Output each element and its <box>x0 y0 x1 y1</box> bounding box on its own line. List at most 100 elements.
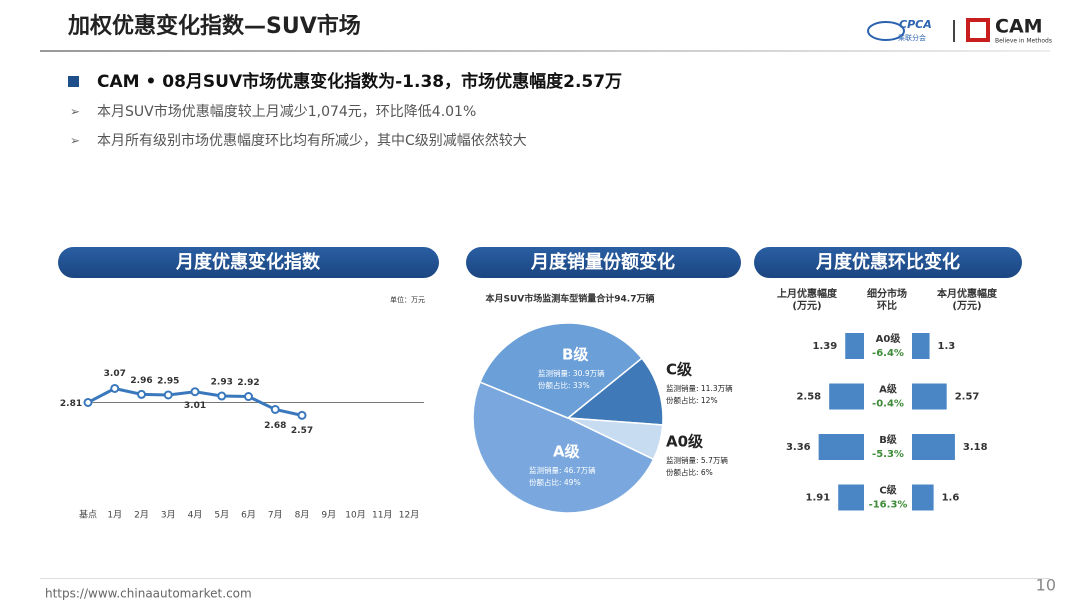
x-tick-label: 6月 <box>241 510 256 521</box>
footer-rule <box>40 578 1050 579</box>
bar <box>912 484 934 511</box>
bullet: 本月所有级别市场优惠幅度环比均有所减少，其中C级别减幅依然较大 <box>97 132 527 149</box>
bullet-arrow: ➢ <box>70 134 80 148</box>
headline-bullet <box>68 76 79 87</box>
data-label: 3.18 <box>963 442 988 453</box>
pie-slice <box>472 381 655 514</box>
slice-sales: 监测销量: 30.9万辆 <box>538 368 605 378</box>
bar <box>838 484 864 511</box>
point <box>163 390 173 400</box>
segment-name: A级 <box>879 383 898 396</box>
slice-share: 份额占比: 6% <box>666 467 713 477</box>
point <box>110 383 120 393</box>
panel-title: 月度销量份额变化 <box>530 251 675 273</box>
data-label: 2.58 <box>796 392 821 403</box>
point <box>83 397 93 407</box>
panel-header <box>754 247 1022 278</box>
x-tick-label: 10月 <box>345 510 365 521</box>
bar <box>818 434 864 460</box>
panel-title: 月度优惠环比变化 <box>815 251 960 273</box>
segment-name: A0级 <box>876 332 902 345</box>
unit-label: 单位：万元 <box>390 295 425 304</box>
title-rule <box>40 50 1050 52</box>
data-label: 2.57 <box>291 426 313 436</box>
change-label: -0.4% <box>872 399 904 410</box>
point <box>244 392 253 402</box>
bar <box>829 383 864 410</box>
column-header: 本月优惠幅度 (万元) <box>937 289 997 312</box>
slice-sales: 监测销量: 11.3万辆 <box>666 383 733 393</box>
pie-slice <box>566 357 664 426</box>
footer-url: https://www.chinaautomarket.com <box>45 587 252 601</box>
pie-subtitle: 本月SUV市场监测车型销量合计94.7万辆 <box>486 293 655 305</box>
bar <box>912 434 955 460</box>
cpca-logo-sub: 乘联分会 <box>898 33 926 42</box>
x-tick-label: 5月 <box>214 510 229 521</box>
data-label: 2.68 <box>264 421 286 431</box>
logo-divider <box>953 20 955 42</box>
panel-title: 月度优惠变化指数 <box>175 251 321 273</box>
data-label: 3.07 <box>104 369 126 379</box>
slice-name: A级 <box>553 443 581 461</box>
data-label: 2.96 <box>130 376 152 386</box>
x-tick-label: 8月 <box>295 510 310 521</box>
point <box>297 410 307 420</box>
slice-share: 份额占比: 33% <box>538 380 590 390</box>
cam-logo-sub: Believe in Methods <box>995 38 1052 45</box>
x-tick-label: 4月 <box>188 510 203 521</box>
data-label: 1.91 <box>806 493 831 504</box>
bar <box>912 383 947 410</box>
segment-name: B级 <box>879 433 898 446</box>
point <box>270 404 280 414</box>
panel-header <box>466 247 741 278</box>
x-tick-label: 3月 <box>161 510 176 521</box>
bullet: 本月SUV市场优惠幅度较上月减少1,074元，环比降低4.01% <box>97 103 476 120</box>
x-tick-label: 12月 <box>399 510 419 521</box>
x-tick-label: 7月 <box>268 510 283 521</box>
data-label: 1.6 <box>942 493 960 504</box>
slice-share: 份额占比: 49% <box>529 477 581 487</box>
slice-name: C级 <box>666 361 693 379</box>
data-label: 3.36 <box>786 442 811 453</box>
slice-sales: 监测销量: 46.7万辆 <box>529 465 596 475</box>
pie-slice <box>479 322 643 419</box>
cam-logo-mark <box>966 18 990 42</box>
point <box>217 391 227 401</box>
data-label: 2.57 <box>955 392 980 403</box>
slice-name: A0级 <box>666 433 704 451</box>
change-label: -16.3% <box>869 500 908 511</box>
cpca-logo: CPCA <box>899 18 932 31</box>
x-tick-label: 1月 <box>107 510 122 521</box>
data-label: 2.93 <box>211 378 233 388</box>
data-label: 2.81 <box>60 399 82 409</box>
slide-title: 加权优惠变化指数—SUV市场 <box>67 13 361 39</box>
x-tick-label: 9月 <box>321 510 336 521</box>
point <box>137 389 146 399</box>
slice-sales: 监测销量: 5.7万辆 <box>666 455 728 465</box>
point <box>190 387 200 397</box>
bullet-arrow: ➢ <box>70 105 80 119</box>
x-tick-label: 2月 <box>134 510 149 521</box>
column-header: 细分市场 环比 <box>867 289 907 312</box>
x-tick-label: 11月 <box>372 510 392 521</box>
segment-name: C级 <box>879 484 897 497</box>
panel-header <box>58 247 439 278</box>
data-label: 1.3 <box>938 341 956 352</box>
column-header: 上月优惠幅度 (万元) <box>777 289 837 312</box>
change-label: -6.4% <box>872 348 904 359</box>
cpca-logo-mark <box>867 21 905 41</box>
data-label: 2.92 <box>237 378 259 388</box>
page-number: 10 <box>1036 576 1056 595</box>
slice-share: 份额占比: 12% <box>666 395 718 405</box>
bar <box>845 333 864 359</box>
slice-name: B级 <box>562 346 589 364</box>
data-label: 3.01 <box>184 401 206 411</box>
data-label: 1.39 <box>813 341 838 352</box>
data-label: 2.95 <box>157 376 179 386</box>
bar <box>912 333 930 359</box>
cam-logo: CAM <box>995 16 1043 38</box>
x-tick-label: 基点 <box>79 509 97 521</box>
change-label: -5.3% <box>872 449 904 460</box>
